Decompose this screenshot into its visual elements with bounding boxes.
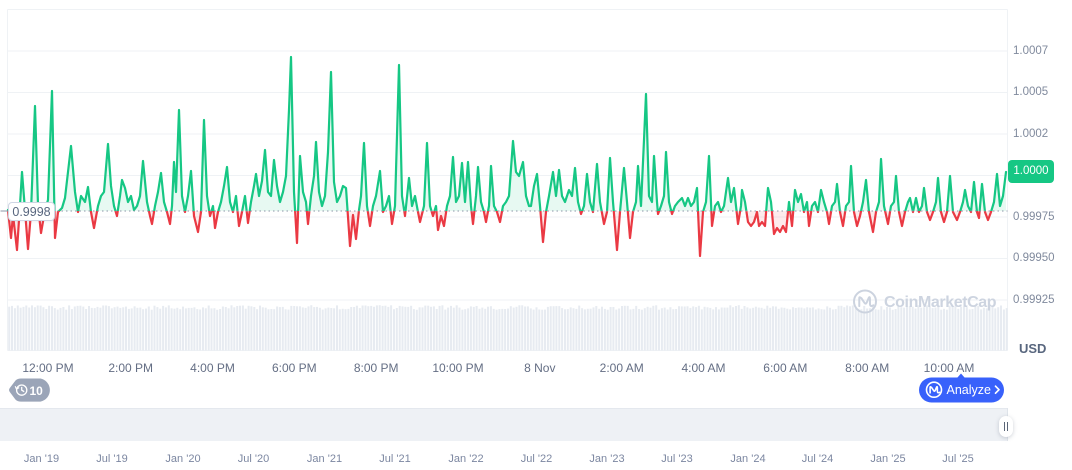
svg-text:Analyze: Analyze [947, 383, 992, 397]
svg-text:10: 10 [29, 384, 43, 398]
